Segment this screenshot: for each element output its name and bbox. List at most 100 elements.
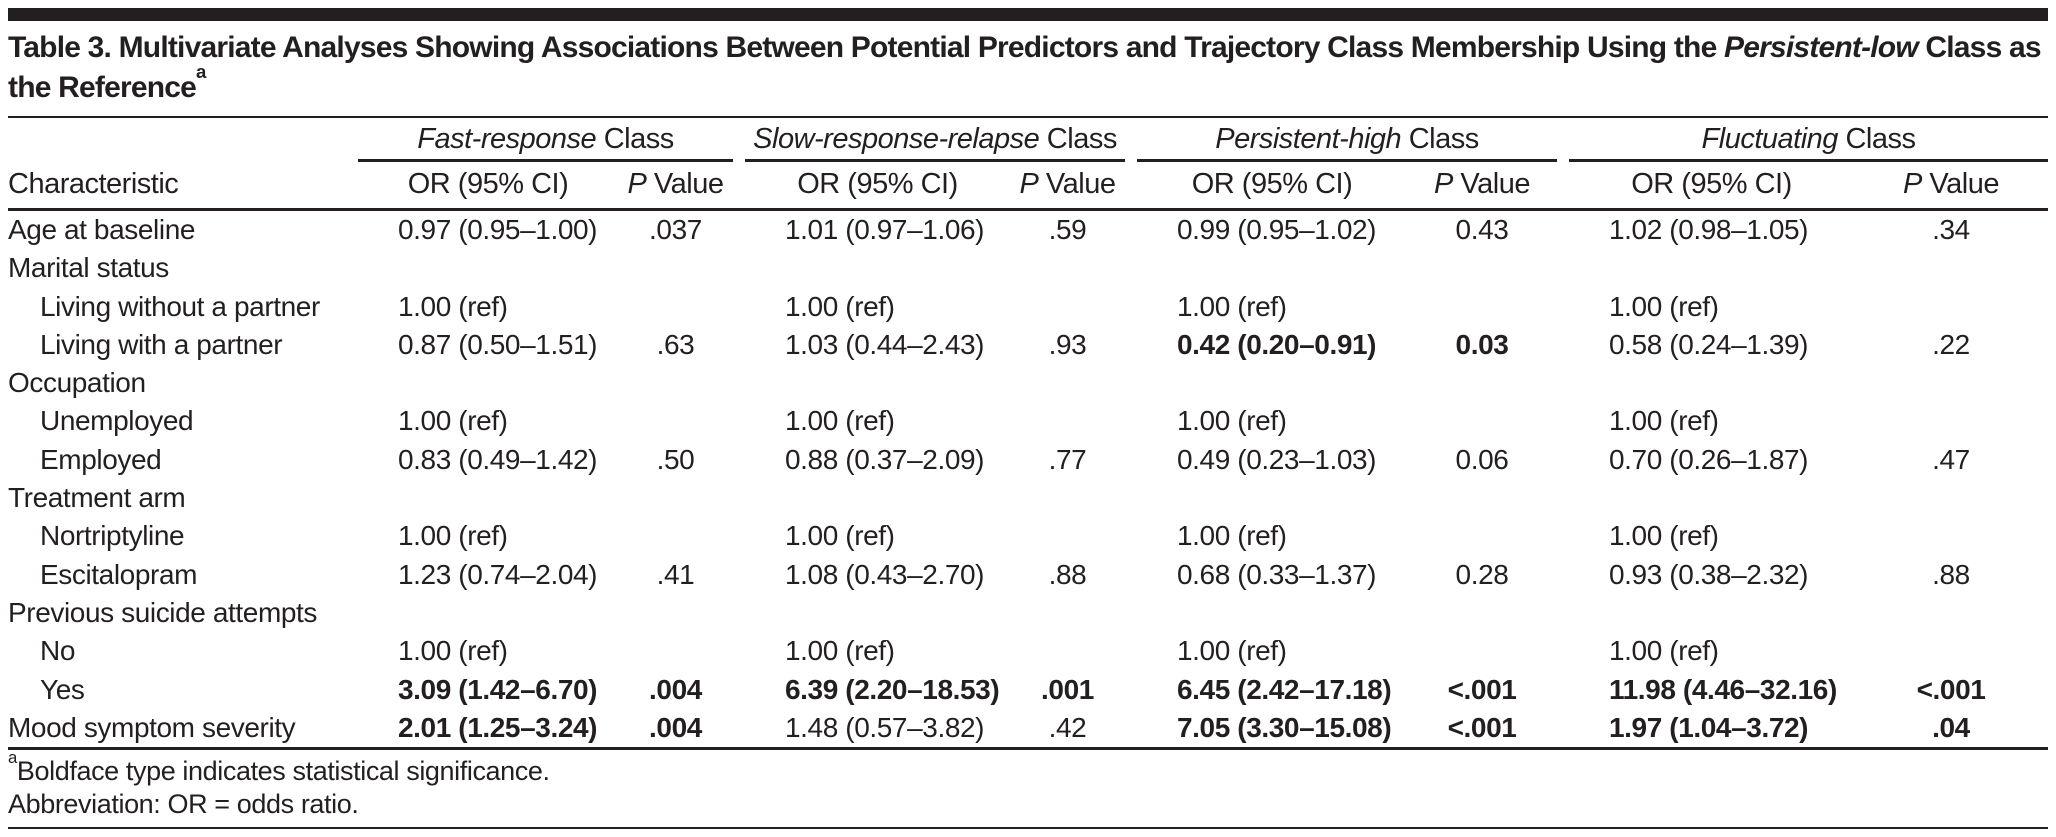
table-body: Age at baseline 0.97 (0.95–1.00) .037 1.01 …: [8, 211, 2048, 747]
p-value-cell: .63: [656, 328, 695, 360]
p-value-cell: [1010, 594, 1125, 632]
top-rule: [8, 8, 2048, 21]
p-rest: Value: [1921, 168, 1999, 200]
p-italic: P: [627, 168, 647, 200]
table-row: Occupation: [8, 364, 2048, 402]
column-gap: [733, 364, 745, 402]
p-value-cell: [618, 594, 733, 632]
p-value-cell: [1407, 249, 1557, 287]
or-cell: 1.01 (0.97–1.06): [785, 214, 985, 245]
p-value-cell: [1407, 594, 1557, 632]
column-gap: [733, 632, 745, 670]
or-cell: [1569, 249, 1854, 287]
table-row: No 1.00 (ref) 1.00 (ref) 1.00 (ref) 1.00 (re…: [8, 632, 2048, 670]
table-row: Unemployed 1.00 (ref) 1.00 (ref) 1.00 (ref)…: [8, 402, 2048, 440]
or-cell: 1.00 (ref): [785, 520, 895, 552]
column-gap: [733, 211, 745, 249]
table-row: Previous suicide attempts: [8, 594, 2048, 632]
p-rest: Value: [1452, 168, 1530, 200]
column-gap: [1125, 249, 1137, 287]
p-value-cell: [618, 249, 733, 287]
or-cell: [745, 479, 1010, 517]
p-value-cell: .59: [1048, 214, 1087, 245]
row-label: Yes: [40, 673, 85, 705]
p-value-cell: [1407, 632, 1557, 670]
column-gap: [733, 594, 745, 632]
column-gap: [1125, 479, 1137, 517]
column-gap: [1557, 249, 1569, 287]
p-value-cell: .41: [656, 558, 695, 590]
p-value-cell: [1010, 249, 1125, 287]
column-gap: [1557, 517, 1569, 555]
group-header-slow-response-relapse: Slow-response-relapse Class: [745, 123, 1125, 162]
or-cell: 0.49 (0.23–1.03): [1177, 443, 1377, 475]
p-value-cell: .47: [1932, 443, 1970, 475]
column-gap: [1125, 402, 1137, 440]
or-cell: 1.08 (0.43–2.70): [785, 558, 985, 590]
table-row: Age at baseline 0.97 (0.95–1.00) .037 1.01 …: [8, 211, 2048, 249]
column-header-row: Characteristic OR (95% CI) P Value OR (9…: [8, 162, 2048, 208]
table-row: Yes 3.09 (1.42–6.70) .004 6.39 (2.20–18.53)…: [8, 671, 2048, 709]
column-gap: [1557, 402, 1569, 440]
or-cell: [358, 249, 618, 287]
column-gap: [1557, 364, 1569, 402]
table-figure: Table 3. Multivariate Analyses Showing A…: [0, 8, 2056, 830]
p-value-cell: [1854, 402, 2048, 440]
or-cell: 0.68 (0.33–1.37): [1177, 558, 1377, 590]
p-value-cell: [618, 632, 733, 670]
column-gap: [1557, 288, 1569, 326]
column-gap: [1557, 594, 1569, 632]
row-label: Occupation: [8, 367, 146, 399]
p-value-cell: [1010, 517, 1125, 555]
column-gap: [1125, 326, 1137, 364]
column-gap: [733, 249, 745, 287]
column-gap: [1557, 441, 1569, 479]
row-label: Nortriptyline: [40, 520, 185, 552]
or-cell: 1.00 (ref): [398, 290, 508, 322]
p-value-cell: [1407, 479, 1557, 517]
p-value-cell: .001: [1041, 673, 1094, 705]
p-value-cell: [1854, 594, 2048, 632]
bottom-rule: [8, 827, 2048, 830]
or-cell: 0.87 (0.50–1.51): [398, 328, 598, 360]
column-gap: [1125, 556, 1137, 594]
column-header-or: OR (95% CI): [1631, 168, 1792, 200]
or-cell: [745, 249, 1010, 287]
p-value-cell: [1010, 288, 1125, 326]
group-name-italic: Fast-response: [417, 123, 597, 156]
or-cell: [1569, 479, 1854, 517]
or-cell: 0.97 (0.95–1.00): [398, 214, 598, 245]
or-cell: 2.01 (1.25–3.24): [398, 711, 598, 743]
column-header-or: OR (95% CI): [797, 168, 958, 200]
title-text: Table 3. Multivariate Analyses Showing A…: [8, 31, 1724, 64]
p-value-cell: .88: [1048, 558, 1087, 590]
or-cell: 1.00 (ref): [1609, 520, 1719, 552]
or-cell: 1.23 (0.74–2.04): [398, 558, 598, 590]
group-name-rest: Class: [596, 123, 675, 156]
p-value-cell: .88: [1932, 558, 1970, 590]
or-cell: 1.48 (0.57–3.82): [785, 711, 985, 743]
footnote: aBoldface type indicates statistical sig…: [8, 749, 2048, 788]
body-divider: [8, 747, 2048, 751]
or-cell: [1569, 364, 1854, 402]
p-value-cell: [618, 402, 733, 440]
footnote-marker: a: [8, 747, 17, 767]
group-name-italic: Slow-response-relapse: [753, 123, 1040, 156]
title-divider: [8, 116, 2048, 118]
or-cell: [358, 479, 618, 517]
row-label: Mood symptom severity: [8, 711, 296, 743]
or-cell: 1.00 (ref): [398, 520, 508, 552]
or-cell: 1.00 (ref): [398, 405, 508, 437]
p-value-cell: [1407, 364, 1557, 402]
column-gap: [1125, 211, 1137, 249]
title-text-after: Class as the Reference: [8, 31, 2042, 104]
row-label: Age at baseline: [8, 214, 196, 245]
column-gap: [1557, 479, 1569, 517]
p-value-cell: .004: [649, 673, 702, 705]
or-cell: [1569, 594, 1854, 632]
group-header-row: Fast-response Class Slow-response-relaps…: [8, 118, 2048, 162]
footnote-text: Abbreviation: OR = odds ratio.: [8, 789, 359, 820]
or-cell: 1.00 (ref): [785, 405, 895, 437]
or-cell: 0.88 (0.37–2.09): [785, 443, 985, 475]
p-italic: P: [1903, 168, 1922, 200]
